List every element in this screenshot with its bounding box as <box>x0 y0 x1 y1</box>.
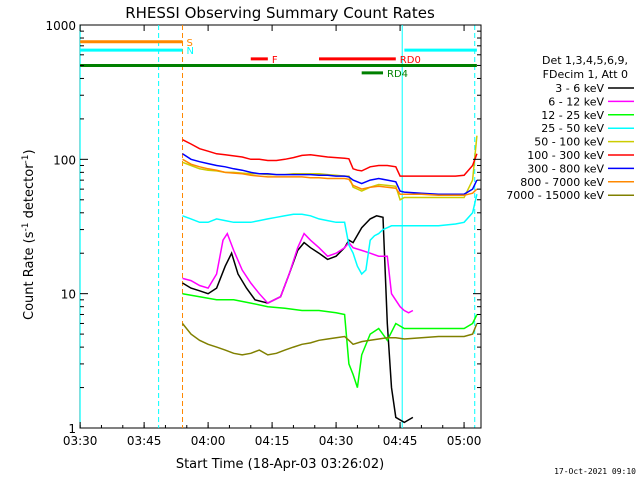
x-tick-label-2: 04:00 <box>191 434 226 448</box>
legend-label-7: 800 - 7000 keV <box>520 176 604 189</box>
y-axis-label-end: ) <box>22 149 37 154</box>
flag-bars: SN F RD0 RD4 <box>80 38 477 80</box>
series-line-5 <box>182 139 478 177</box>
series-line-7 <box>182 158 478 197</box>
series-line-8 <box>181 323 478 356</box>
y-tick-label-0: 1 <box>68 422 76 436</box>
series-line-6 <box>182 153 478 195</box>
series-lines <box>181 135 478 424</box>
x-axis-label: Start Time (18-Apr-03 03:26:02) <box>176 457 384 472</box>
y-tick-label-2: 100 <box>53 153 76 167</box>
y-axis-label-main: Count Rate (s <box>22 231 37 320</box>
y-axis-label-sup1: -1 <box>21 222 31 231</box>
chart-title: RHESSI Observing Summary Count Rates <box>125 4 435 22</box>
y-axis: 1 10 100 1000 <box>45 19 481 436</box>
legend-label-6: 300 - 800 keV <box>527 162 604 175</box>
vertical-markers <box>79 25 476 428</box>
legend-label-2: 12 - 25 keV <box>541 109 604 122</box>
x-tick-label-6: 05:00 <box>447 434 482 448</box>
legend-label-4: 50 - 100 keV <box>534 136 604 149</box>
x-axis: 03:30 03:45 04:00 04:15 04:30 04:45 05:00 <box>63 25 482 448</box>
series-line-2 <box>182 292 478 388</box>
flag-label-1: N <box>187 46 194 57</box>
series-line-3 <box>182 194 478 276</box>
y-axis-label: Count Rate (s-1 detector-1) <box>21 149 37 320</box>
x-tick-label-5: 04:45 <box>383 434 418 448</box>
flag-label-0: S <box>187 38 193 49</box>
legend-label-5: 100 - 300 keV <box>527 149 604 162</box>
series-line-1 <box>182 231 414 314</box>
legend-label-8: 7000 - 15000 keV <box>506 189 604 202</box>
legend-header-1: FDecim 1, Att 0 <box>543 68 628 81</box>
legend-header-0: Det 1,3,4,5,6,9, <box>542 54 628 67</box>
x-tick-label-1: 03:45 <box>127 434 162 448</box>
flag-label-6: RD4 <box>387 69 408 80</box>
y-axis-label-sup2: -1 <box>21 154 31 163</box>
series-line-0 <box>182 215 414 424</box>
footer-timestamp: 17-Oct-2021 09:10 <box>554 467 636 476</box>
flag-label-4: RD0 <box>400 55 421 66</box>
y-axis-label-mid: detector <box>22 163 37 223</box>
x-tick-label-3: 04:15 <box>255 434 290 448</box>
x-tick-label-0: 03:30 <box>63 434 98 448</box>
y-tick-label-3: 1000 <box>45 19 76 33</box>
legend: Det 1,3,4,5,6,9,FDecim 1, Att 03 - 6 keV… <box>506 54 634 202</box>
flag-label-3: F <box>272 55 278 66</box>
y-tick-label-1: 10 <box>61 288 76 302</box>
legend-label-0: 3 - 6 keV <box>555 82 604 95</box>
x-tick-label-4: 04:30 <box>319 434 354 448</box>
legend-label-1: 6 - 12 keV <box>548 95 604 108</box>
legend-label-3: 25 - 50 keV <box>541 122 604 135</box>
